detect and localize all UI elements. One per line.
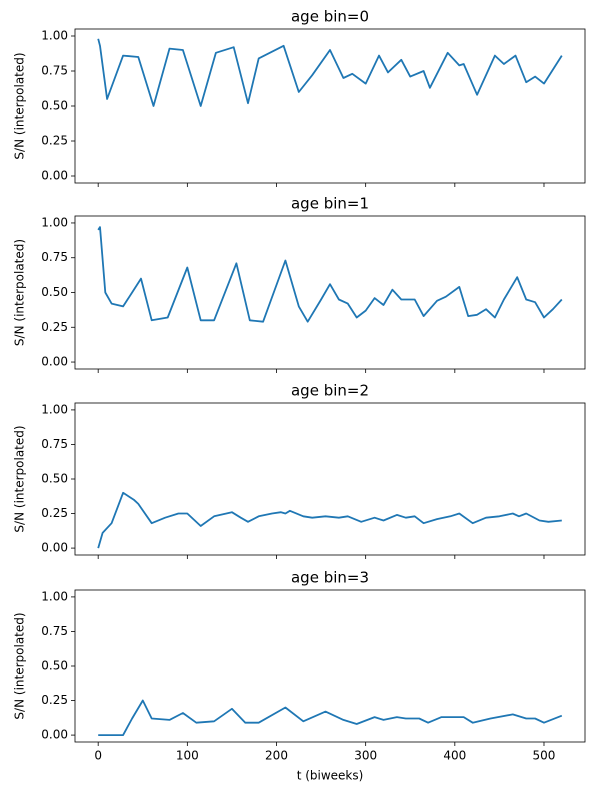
y-tick-label: 0.25 xyxy=(41,693,68,707)
y-tick-label: 0.75 xyxy=(41,250,68,264)
subplot: age bin=2 S/N (interpolated) 0.00 0.25 0.50 0… xyxy=(13,382,586,559)
y-tick-label: 0.00 xyxy=(41,728,68,742)
axes-frame xyxy=(74,215,586,370)
line-series xyxy=(98,699,563,736)
line-series xyxy=(97,38,563,107)
x-tick-label: 100 xyxy=(176,749,199,763)
y-tick-label: 0.25 xyxy=(41,506,68,520)
y-tick-label: 0.50 xyxy=(41,99,68,113)
x-tick-label: 400 xyxy=(443,749,466,763)
axes-frame xyxy=(74,402,586,556)
y-tick-label: 1.00 xyxy=(41,29,68,43)
y-tick-label: 0.00 xyxy=(41,169,68,183)
y-tick-label: 0.75 xyxy=(41,437,68,451)
axes-frame xyxy=(74,589,586,743)
y-axis-label: S/N (interpolated) xyxy=(13,612,27,719)
x-axis-label: t (biweeks) xyxy=(297,769,364,783)
y-axis-label: S/N (interpolated) xyxy=(13,425,27,532)
y-tick-label: 0.25 xyxy=(41,320,68,334)
line-series xyxy=(97,491,562,549)
y-tick-label: 0.50 xyxy=(41,472,68,486)
y-tick-label: 1.00 xyxy=(41,402,68,416)
x-tick-label: 500 xyxy=(533,749,556,763)
y-tick-label: 1.00 xyxy=(41,215,68,229)
subplot-title: age bin=3 xyxy=(291,569,369,587)
y-axis-label: S/N (interpolated) xyxy=(13,52,27,159)
y-tick-label: 0.50 xyxy=(41,285,68,299)
y-tick-label: 0.75 xyxy=(41,624,68,638)
subplot: age bin=3 S/N (interpolated) 0.00 0.25 0.50 0… xyxy=(13,569,586,783)
x-tick-label: 300 xyxy=(354,749,377,763)
line-series xyxy=(97,226,563,323)
subplot: age bin=1 S/N (interpolated) 0.00 0.25 0.50 0… xyxy=(13,195,586,373)
axes-frame xyxy=(74,28,586,184)
y-tick-label: 0.75 xyxy=(41,64,68,78)
y-axis-label: S/N (interpolated) xyxy=(13,239,27,346)
subplot: age bin=0 S/N (interpolated) 0.00 0.25 0.50 0… xyxy=(13,8,586,187)
x-tick-label: 200 xyxy=(265,749,288,763)
subplot-title: age bin=2 xyxy=(291,382,369,400)
subplot-title: age bin=1 xyxy=(291,195,369,213)
y-tick-label: 1.00 xyxy=(41,589,68,603)
y-tick-label: 0.25 xyxy=(41,134,68,148)
y-tick-label: 0.00 xyxy=(41,355,68,369)
y-tick-label: 0.50 xyxy=(41,659,68,673)
subplot-title: age bin=0 xyxy=(291,8,369,26)
y-tick-label: 0.00 xyxy=(41,541,68,555)
x-tick-label: 0 xyxy=(94,749,102,763)
